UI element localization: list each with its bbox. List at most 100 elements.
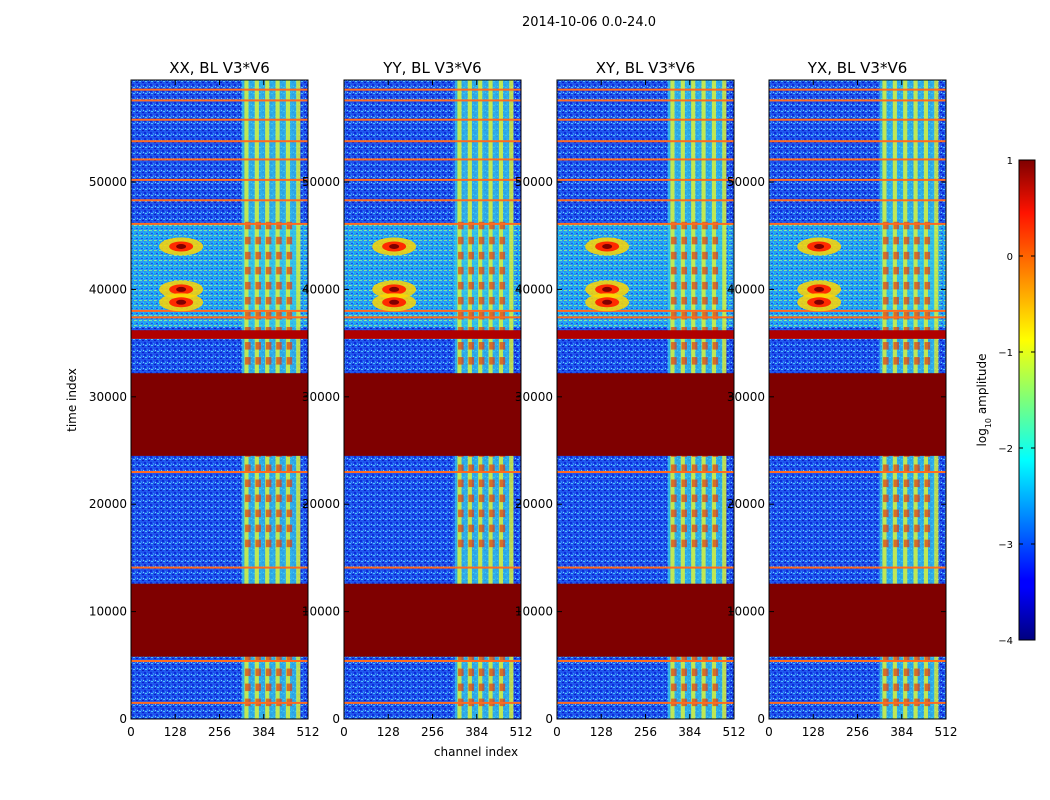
rfi-hot-cell <box>265 342 272 350</box>
rfi-hot-cell <box>458 251 464 260</box>
rfi-hot-cell <box>924 251 931 260</box>
panel-title: XX, BL V3*V6 <box>169 59 270 77</box>
rfi-hot-cell <box>245 296 251 305</box>
rfi-hot-cell <box>924 464 931 472</box>
rfi-hot-cell <box>691 464 698 472</box>
rfi-hot-cell <box>276 539 282 548</box>
panels: XX, BL V3*V6 0 128 256 384 512 0 10000 20000 3000… <box>89 59 958 739</box>
x-tick-label: 256 <box>208 725 231 739</box>
rfi-hot-cell <box>903 668 910 677</box>
rfi-hot-cell <box>691 342 698 350</box>
rfi-time-line <box>557 316 734 319</box>
rfi-hot-cell <box>671 464 677 472</box>
rfi-hot-cell <box>458 281 464 290</box>
rfi-hot-cell <box>458 266 464 275</box>
rfi-time-line <box>557 309 734 312</box>
rfi-hot-cell <box>903 296 910 305</box>
rfi-hot-cell <box>883 281 889 290</box>
rfi-hot-cell <box>924 683 931 692</box>
colorbar: 10−1−2−3−4 log10 amplitude <box>975 156 1036 647</box>
rfi-time-line <box>344 99 521 102</box>
rfi-hot-cell <box>265 494 272 503</box>
rfi-hot-cell <box>681 683 687 692</box>
rfi-hot-cell <box>712 266 719 275</box>
rfi-hot-cell <box>893 509 899 518</box>
rfi-hot-cell <box>489 509 495 518</box>
rfi-hot-cell <box>245 653 251 662</box>
rfi-hot-cell <box>691 266 698 275</box>
rfi-time-line <box>557 470 734 473</box>
x-tick-label: 384 <box>678 725 701 739</box>
rfi-hot-cell <box>883 653 889 662</box>
saturated-block <box>131 373 308 456</box>
rfi-hot-cell <box>691 494 698 503</box>
rfi-time-band <box>769 330 946 339</box>
x-tick-label: 512 <box>297 725 320 739</box>
rfi-hot-cell <box>914 653 920 662</box>
rfi-time-line <box>557 158 734 161</box>
y-tick-label: 50000 <box>89 175 127 189</box>
x-tick-label: 128 <box>590 725 613 739</box>
rfi-hot-cell <box>702 464 708 472</box>
rfi-hot-cell <box>903 539 910 548</box>
rfi-hot-cell <box>681 464 687 472</box>
y-tick-label: 30000 <box>727 390 765 404</box>
rfi-time-line <box>557 88 734 91</box>
rfi-hot-cell <box>468 509 474 518</box>
rfi-hot-cell <box>245 236 251 245</box>
rfi-time-line <box>769 701 946 704</box>
rfi-time-line <box>769 140 946 143</box>
y-tick-label: 20000 <box>89 497 127 511</box>
rfi-hot-cell <box>489 342 495 350</box>
rfi-hot-cell <box>245 281 251 290</box>
rfi-hot-cell <box>489 653 495 662</box>
rfi-hot-cell <box>458 494 464 503</box>
rfi-hot-cell <box>914 668 920 677</box>
rfi-hot-cell <box>883 683 889 692</box>
rfi-hot-cell <box>681 653 687 662</box>
rfi-hot-cell <box>255 311 261 320</box>
rfi-hot-cell <box>893 539 899 548</box>
rfi-hot-cell <box>468 653 474 662</box>
rfi-hot-cell <box>489 683 495 692</box>
rfi-hot-cell <box>691 509 698 518</box>
rfi-time-line <box>131 309 308 312</box>
rfi-hot-cell <box>691 251 698 260</box>
rfi-hot-cell <box>671 357 677 365</box>
rfi-hot-cell <box>883 464 889 472</box>
bright-feature-core <box>389 243 400 249</box>
rfi-hot-cell <box>914 683 920 692</box>
rfi-hot-cell <box>286 342 293 350</box>
rfi-hot-cell <box>883 479 889 488</box>
rfi-hot-cell <box>286 479 293 488</box>
rfi-hot-cell <box>265 296 272 305</box>
rfi-hot-cell <box>489 464 495 472</box>
rfi-hot-cell <box>681 281 687 290</box>
rfi-time-line <box>557 660 734 663</box>
rfi-hot-cell <box>893 494 899 503</box>
rfi-time-line <box>769 178 946 181</box>
rfi-hot-cell <box>468 236 474 245</box>
x-tick-label: 128 <box>802 725 825 739</box>
saturated-block <box>131 583 308 657</box>
rfi-hot-cell <box>489 266 495 275</box>
rfi-hot-cell <box>903 281 910 290</box>
rfi-hot-cell <box>903 509 910 518</box>
rfi-hot-cell <box>286 357 293 365</box>
rfi-hot-cell <box>489 296 495 305</box>
rfi-hot-cell <box>914 281 920 290</box>
rfi-hot-cell <box>924 509 931 518</box>
rfi-hot-cell <box>499 342 506 350</box>
rfi-hot-cell <box>893 524 899 533</box>
rfi-hot-cell <box>286 494 293 503</box>
rfi-hot-cell <box>276 479 282 488</box>
rfi-hot-cell <box>458 524 464 533</box>
rfi-hot-cell <box>914 464 920 472</box>
rfi-hot-cell <box>712 464 719 472</box>
rfi-hot-cell <box>245 509 251 518</box>
rfi-hot-cell <box>924 479 931 488</box>
rfi-hot-cell <box>276 509 282 518</box>
rfi-hot-cell <box>903 494 910 503</box>
rfi-hot-cell <box>691 311 698 320</box>
rfi-hot-cell <box>893 221 899 230</box>
